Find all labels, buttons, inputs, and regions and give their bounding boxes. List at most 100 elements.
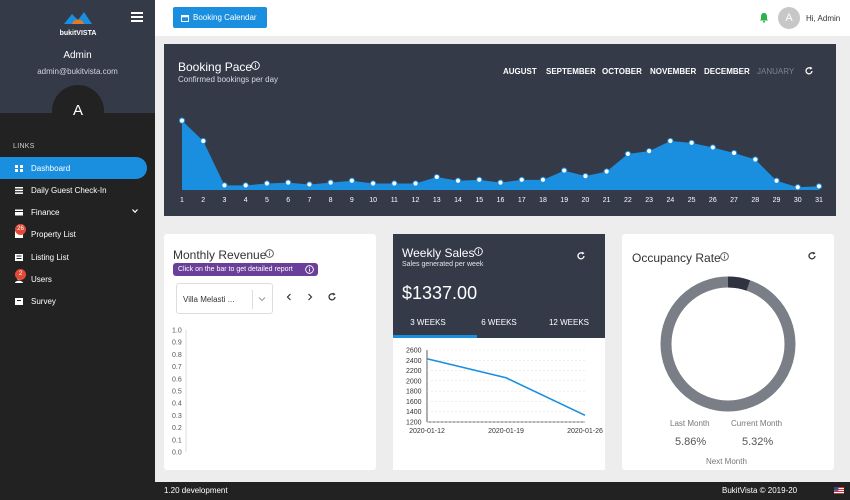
chevron-right-icon[interactable] bbox=[306, 293, 314, 301]
booking-calendar-label: Booking Calendar bbox=[193, 13, 257, 22]
donut-occupied-segment bbox=[660, 276, 796, 412]
x-tick-label: 10 bbox=[369, 197, 377, 204]
x-tick-label: 31 bbox=[815, 197, 823, 204]
occupancy-rate-card: Occupancy Rate Last Month Current Month … bbox=[622, 234, 834, 470]
sidebar-item-listing-list[interactable]: Listing List bbox=[0, 246, 147, 268]
pace-point bbox=[688, 139, 695, 146]
sidebar-item-finance[interactable]: Finance bbox=[0, 201, 147, 223]
booking-pace-area bbox=[182, 120, 819, 190]
tab-12-weeks[interactable]: 12 WEEKS bbox=[548, 318, 589, 327]
month-october[interactable]: OCTOBER bbox=[602, 67, 642, 76]
chevron-down-icon bbox=[258, 297, 266, 302]
x-tick-label: 14 bbox=[454, 197, 462, 204]
x-tick-label: 23 bbox=[645, 197, 653, 204]
x-tick-label: 3 bbox=[223, 197, 227, 204]
month-august[interactable]: AUGUST bbox=[503, 67, 537, 76]
sidebar-item-survey[interactable]: Survey bbox=[0, 290, 147, 312]
top-bar: Booking Calendar A Hi, Admin bbox=[155, 0, 850, 36]
month-november[interactable]: NOVEMBER bbox=[650, 67, 697, 76]
y-tick-label: 0.9 bbox=[172, 340, 182, 347]
booking-pace-card: Booking Pace Confirmed bookings per day … bbox=[164, 44, 836, 216]
bukitvista-logo: bukitVISTA bbox=[60, 12, 97, 37]
info-icon[interactable] bbox=[251, 61, 260, 70]
y-tick-label: 1.0 bbox=[172, 328, 182, 335]
sidebar-avatar[interactable]: A bbox=[52, 85, 104, 137]
weekly-sales-chart: 1200 1400 1600 1800 2000 2200 2400 2600 2020-01-… bbox=[406, 348, 603, 436]
x-tick-label: 29 bbox=[773, 197, 781, 204]
tab-6-weeks[interactable]: 6 WEEKS bbox=[481, 318, 517, 327]
booking-pace-title: Booking Pace bbox=[178, 60, 253, 74]
pace-point bbox=[327, 179, 334, 186]
sidebar-item-label: Dashboard bbox=[31, 163, 71, 173]
refresh-icon[interactable] bbox=[327, 292, 337, 302]
x-tick-label: 25 bbox=[688, 197, 696, 204]
list-icon bbox=[15, 186, 23, 194]
x-tick-label: 17 bbox=[518, 197, 526, 204]
y-tick-label: 2400 bbox=[406, 358, 422, 365]
x-tick-label: 5 bbox=[265, 197, 269, 204]
last-month-value: 5.86% bbox=[675, 436, 707, 448]
pace-point bbox=[285, 179, 292, 186]
chevron-left-icon[interactable] bbox=[285, 293, 293, 301]
info-icon[interactable] bbox=[265, 249, 274, 258]
booking-calendar-button[interactable]: Booking Calendar bbox=[173, 7, 267, 28]
sidebar-item-daily-guest-check-in[interactable]: Daily Guest Check-In bbox=[0, 179, 147, 201]
revenue-hint-text: Click on the bar to get detailed report bbox=[178, 266, 293, 273]
y-tick-label: 0.0 bbox=[172, 450, 182, 457]
pace-point bbox=[667, 137, 674, 145]
x-tick-label: 28 bbox=[751, 197, 759, 204]
x-tick-label: 2020-01-12 bbox=[409, 428, 445, 435]
x-tick-label: 13 bbox=[433, 197, 441, 204]
sidebar-item-dashboard[interactable]: Dashboard bbox=[0, 157, 147, 179]
refresh-icon[interactable] bbox=[804, 66, 814, 76]
month-september[interactable]: SEPTEMBER bbox=[546, 67, 596, 76]
pace-point bbox=[561, 167, 568, 174]
pace-point bbox=[476, 176, 483, 183]
sidebar-item-label: Daily Guest Check-In bbox=[31, 185, 107, 195]
month-january[interactable]: JANUARY bbox=[757, 67, 795, 76]
pace-point bbox=[603, 168, 610, 175]
pace-point bbox=[433, 173, 440, 181]
dashboard-icon bbox=[15, 164, 23, 172]
pace-point bbox=[306, 181, 313, 188]
pace-point bbox=[539, 176, 547, 183]
pace-point bbox=[646, 148, 653, 155]
tab-3-weeks[interactable]: 3 WEEKS bbox=[410, 318, 446, 327]
x-tick-label: 20 bbox=[582, 197, 590, 204]
weekly-sales-line bbox=[426, 357, 586, 417]
pace-point bbox=[730, 149, 738, 157]
y-tick-label: 0.7 bbox=[172, 364, 182, 371]
sidebar-item-property-list[interactable]: 26 Property List bbox=[0, 223, 147, 245]
month-december[interactable]: DECEMBER bbox=[704, 67, 750, 76]
occupancy-donut-chart bbox=[660, 276, 796, 412]
pace-point bbox=[200, 137, 207, 145]
pace-point bbox=[263, 180, 271, 187]
refresh-icon[interactable] bbox=[807, 251, 817, 261]
info-icon[interactable] bbox=[474, 247, 483, 256]
y-tick-label: 0.2 bbox=[172, 425, 182, 432]
x-tick-label: 27 bbox=[730, 197, 738, 204]
x-tick-label: 1 bbox=[180, 197, 184, 204]
info-icon[interactable] bbox=[720, 252, 729, 261]
x-tick-label: 24 bbox=[666, 197, 674, 204]
y-tick-label: 1200 bbox=[406, 420, 422, 427]
x-tick-label: 4 bbox=[244, 197, 248, 204]
sidebar-item-label: Users bbox=[31, 274, 52, 284]
x-tick-label: 21 bbox=[603, 197, 611, 204]
monthly-revenue-chart: 0.0 0.1 0.2 0.3 0.4 0.5 0.6 0.7 0.8 0.9 1.0 bbox=[172, 328, 187, 457]
listing-select[interactable]: Villa Melasti ... bbox=[176, 283, 273, 314]
svg-text:bukitVISTA: bukitVISTA bbox=[60, 30, 97, 37]
hamburger-menu-icon[interactable] bbox=[131, 12, 143, 22]
bell-icon[interactable] bbox=[759, 12, 769, 23]
y-tick-label: 0.4 bbox=[172, 401, 182, 408]
pace-point bbox=[518, 176, 525, 183]
occupancy-rate-title: Occupancy Rate bbox=[632, 251, 721, 265]
refresh-icon[interactable] bbox=[576, 251, 586, 261]
monthly-revenue-card: Monthly Revenue Click on the bar to get … bbox=[164, 234, 376, 470]
user-avatar[interactable]: A bbox=[778, 7, 800, 29]
us-flag-icon[interactable] bbox=[834, 487, 844, 494]
sidebar-item-users[interactable]: 2 Users bbox=[0, 268, 147, 290]
y-tick-label: 1400 bbox=[406, 409, 422, 416]
footer-version: 1.20 development bbox=[164, 486, 228, 495]
last-month-label: Last Month bbox=[670, 419, 710, 428]
